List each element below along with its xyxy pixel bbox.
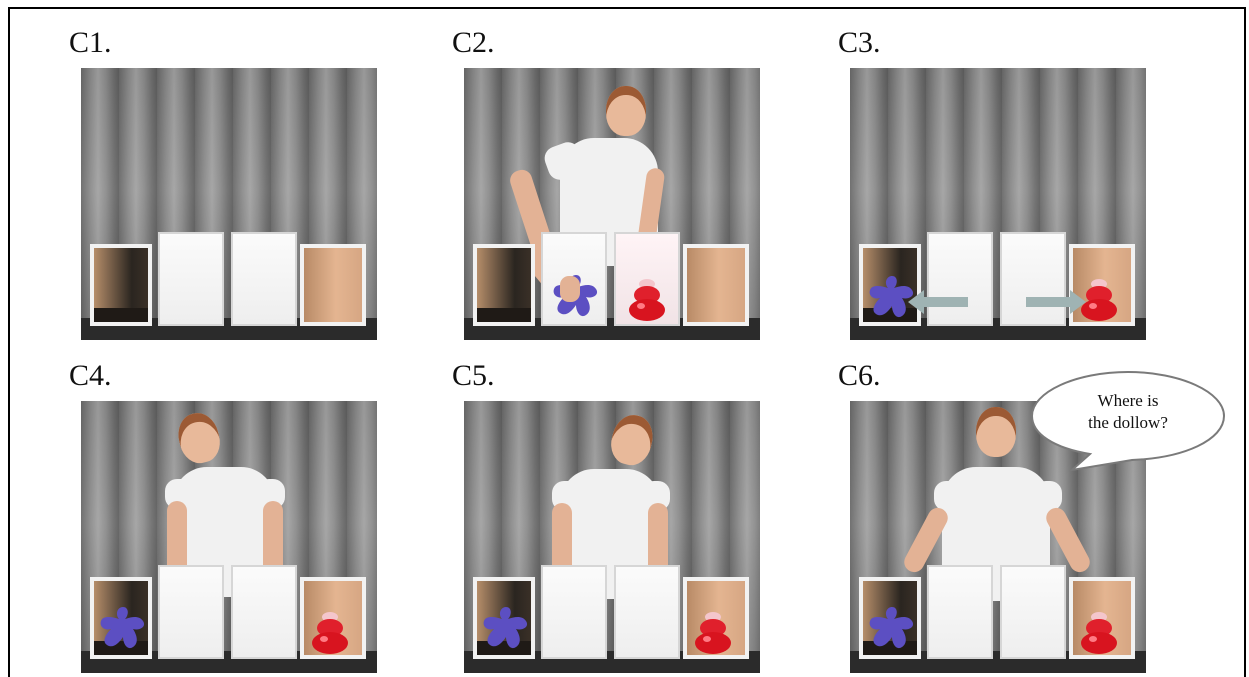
white-box-middle-right — [231, 232, 297, 326]
scene-photo — [81, 68, 377, 340]
purple-object — [483, 607, 528, 649]
speech-bubble: Where is the dollow? — [1028, 368, 1228, 474]
red-object — [695, 612, 731, 654]
speech-bubble-line-2: the dollow? — [1088, 413, 1168, 432]
white-box-middle-left — [158, 565, 224, 659]
open-box-left — [90, 244, 152, 326]
panel-label: C1. — [69, 26, 112, 59]
red-object — [1081, 612, 1117, 654]
right-arrow-icon — [1026, 290, 1086, 314]
hand — [560, 276, 580, 302]
red-object — [629, 279, 665, 321]
scene-photo — [464, 401, 760, 673]
open-box-left — [859, 577, 921, 659]
panel-label: C3. — [838, 26, 881, 59]
scene-photo — [850, 68, 1146, 340]
panel-label: C6. — [838, 359, 881, 392]
white-box-middle-right — [231, 565, 297, 659]
purple-object — [869, 607, 914, 649]
purple-object — [100, 607, 145, 649]
scene-photo — [464, 68, 760, 340]
speech-bubble-line-1: Where is — [1097, 391, 1159, 410]
scene-photo — [81, 401, 377, 673]
white-box-middle-right — [1000, 232, 1066, 326]
speech-bubble-text: Where is the dollow? — [1028, 390, 1228, 434]
speech-bubble-shape — [1030, 370, 1226, 472]
purple-object — [869, 276, 914, 318]
panel-label: C4. — [69, 359, 112, 392]
white-box-middle-left — [927, 565, 993, 659]
red-object — [312, 612, 348, 654]
panel-label: C2. — [452, 26, 495, 59]
open-box-right — [300, 244, 366, 326]
open-box-left — [473, 244, 535, 326]
open-box-right — [683, 244, 749, 326]
scene-photo — [850, 401, 1146, 673]
white-box-middle-left — [927, 232, 993, 326]
white-box-middle-left — [541, 565, 607, 659]
white-box-middle-right — [614, 565, 680, 659]
red-object — [1081, 279, 1117, 321]
figure-frame — [8, 7, 1246, 677]
white-box-middle-left — [158, 232, 224, 326]
panel-label: C5. — [452, 359, 495, 392]
white-box-middle-right — [1000, 565, 1066, 659]
left-arrow-icon — [908, 290, 968, 314]
